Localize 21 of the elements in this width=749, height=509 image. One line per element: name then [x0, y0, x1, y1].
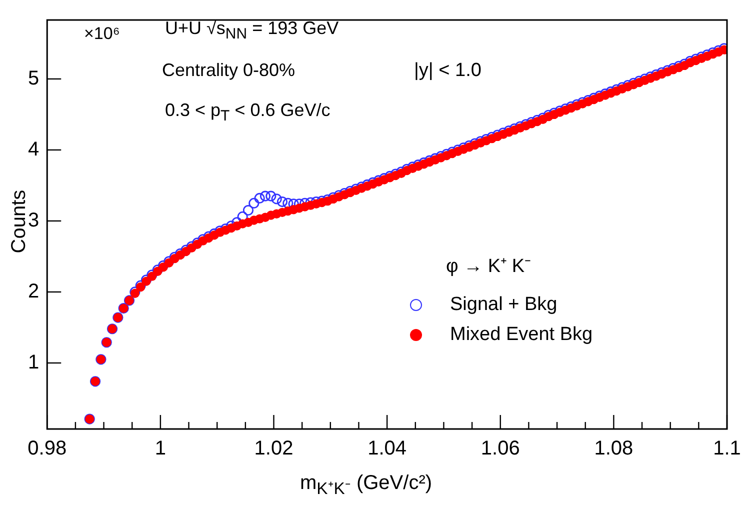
- annotation: U+U √s$_{NN}$ = 193 GeV: [165, 18, 339, 43]
- x-tick-label: 1.04: [368, 438, 407, 460]
- x-axis-title: m$_{K⁺K⁻}$ (GeV/c²): [300, 472, 432, 499]
- x-tick-label: 1.02: [254, 438, 294, 460]
- y-tick-label: 1: [28, 351, 40, 374]
- x-tick-label: 1.08: [594, 438, 634, 460]
- x-tick-label: 1: [154, 438, 166, 460]
- x-tick-label: 0.98: [28, 438, 67, 460]
- legend-label: Signal + Bkg: [450, 294, 558, 316]
- x-tick-label: 1.06: [480, 438, 520, 460]
- y-tick-label: 3: [28, 209, 40, 232]
- y-tick-label: 2: [28, 280, 40, 302]
- annotation: 0.3 < p$_{T}$ < 0.6 GeV/c: [165, 100, 330, 125]
- annotation: ×10⁶: [84, 24, 120, 44]
- annotation: |y| < 1.0: [414, 60, 482, 82]
- legend-title: φ → K⁺ K⁻: [446, 255, 532, 278]
- legend-label: Mixed Event Bkg: [450, 324, 593, 346]
- y-tick-label: 4: [28, 138, 40, 160]
- x-tick-label: 1.1: [713, 438, 741, 460]
- y-tick-label: 5: [28, 67, 40, 90]
- annotation: Centrality 0-80%: [162, 60, 296, 81]
